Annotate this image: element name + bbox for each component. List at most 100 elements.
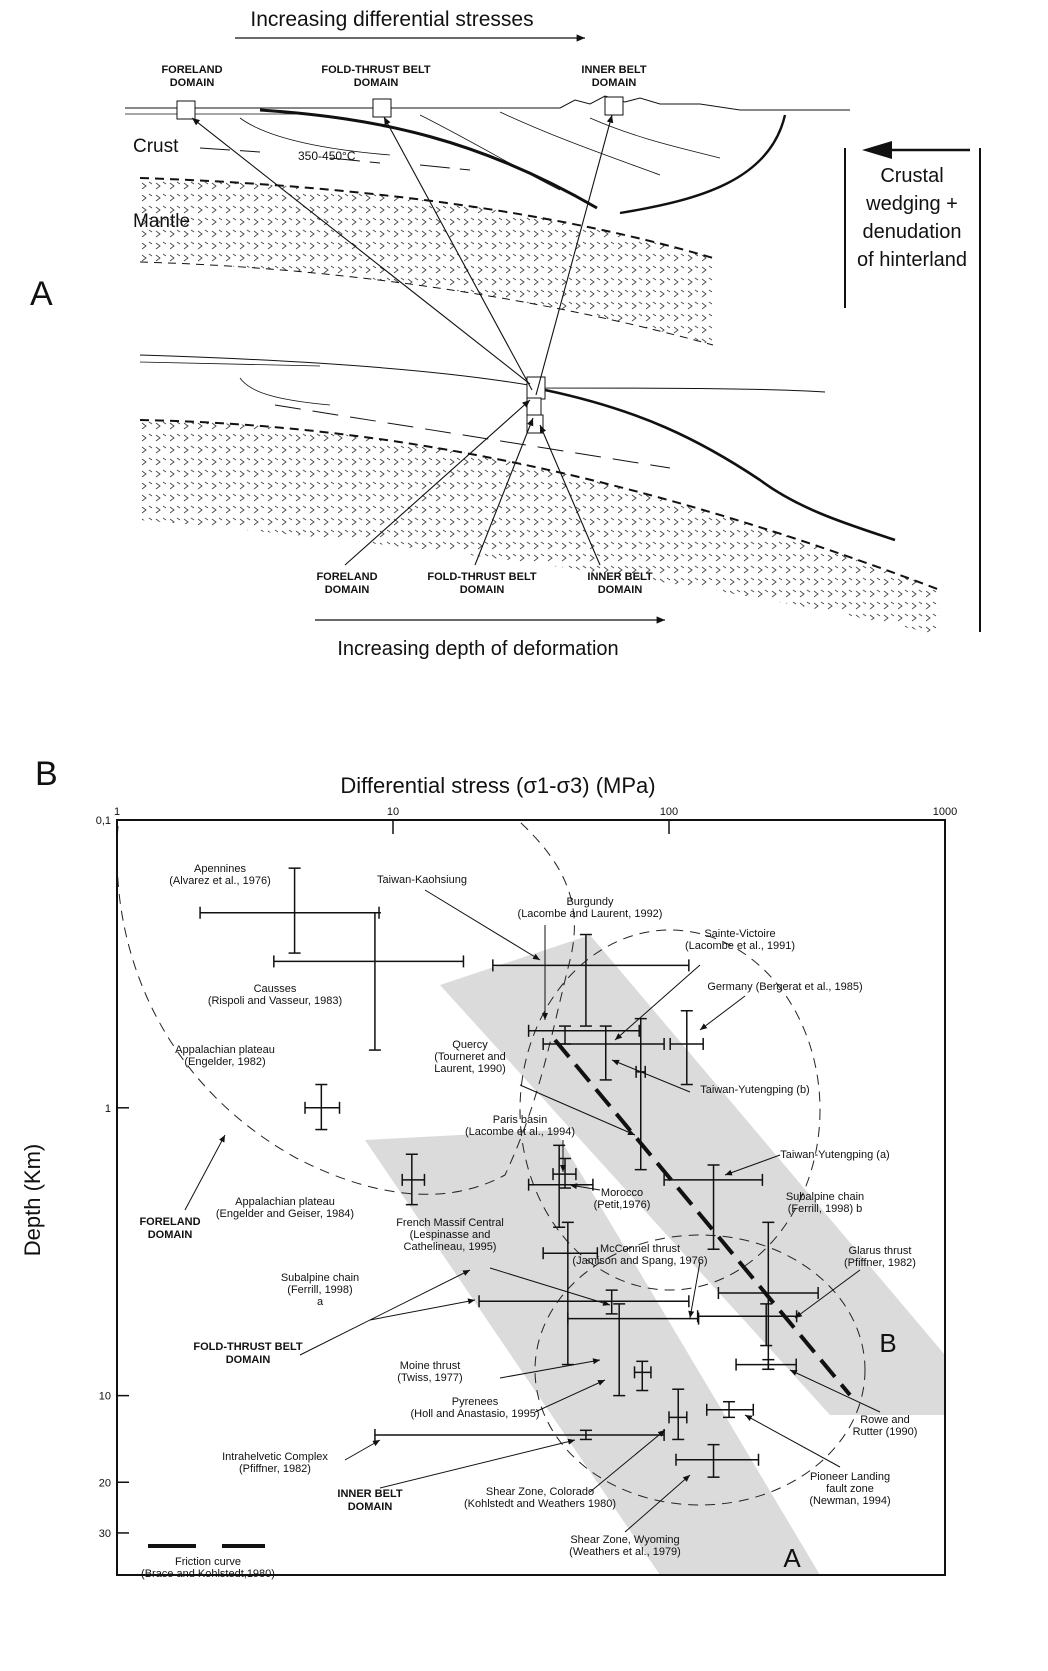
zone-label: A (783, 1543, 801, 1573)
error-cross (633, 1360, 652, 1392)
annotation: Appalachian plateau (175, 1044, 275, 1056)
connector-arrows (191, 114, 614, 566)
annotation: Moine thrust (400, 1360, 461, 1372)
trend-line (553, 1038, 852, 1397)
error-cross (634, 1017, 647, 1171)
annotation: (Weathers et al., 1979) (569, 1546, 681, 1558)
error-cross (668, 1388, 688, 1441)
domain-label: DOMAIN (592, 77, 637, 89)
error-cross (663, 1164, 764, 1250)
domain-label: DOMAIN (348, 1501, 393, 1513)
domain-label: FORELAND (161, 64, 222, 76)
annotation: Shear Zone, Wyoming (570, 1534, 679, 1546)
error-cross (567, 1303, 700, 1397)
panel-label: A (30, 275, 53, 313)
error-cross (542, 1221, 599, 1366)
annotation-arrows (184, 889, 881, 1533)
upper-section (125, 95, 850, 346)
x-tick-label: 100 (660, 806, 678, 818)
annotation: Quercy (452, 1039, 488, 1051)
annotation: Intrahelvetic Complex (222, 1451, 328, 1463)
error-cross (401, 1153, 426, 1206)
annotation: (Engelder, 1982) (184, 1056, 265, 1068)
error-cross (705, 1400, 755, 1419)
error-cross (273, 911, 465, 1051)
annotation: Rowe and (860, 1414, 910, 1426)
annotation: Appalachian plateau (235, 1196, 335, 1208)
temperature-label: 350-450°C (298, 149, 356, 163)
annotation: (Newman, 1994) (809, 1495, 890, 1507)
error-cross (304, 1083, 341, 1131)
domain-label: DOMAIN (325, 584, 370, 596)
annotation: Paris basin (493, 1114, 547, 1126)
annotation: (Rispoli and Vasseur, 1983) (208, 995, 342, 1007)
domain-label: DOMAIN (226, 1354, 271, 1366)
annotation: Germany (Bergerat et al., 1985) (707, 981, 862, 993)
panel-b: B Differential stress (σ1-σ3) (MPa) Dept… (20, 755, 957, 1580)
error-cross (717, 1221, 819, 1371)
domain-boundaries (116, 821, 866, 1506)
arrow-head (862, 141, 892, 159)
annotation: (Ferrill, 1998) b (788, 1203, 863, 1215)
bottom-domain-labels: FORELAND DOMAIN FOLD-THRUST BELT DOMAIN … (316, 571, 652, 596)
y-axis-title: Depth (Km) (20, 1144, 45, 1256)
annotation: (Pfiffner, 1982) (239, 1463, 311, 1475)
annotation: Burgundy (566, 896, 614, 908)
side-note-line: denudation (863, 221, 962, 243)
domain-label: INNER BELT (587, 571, 652, 583)
annotation: (Tourneret and (434, 1051, 506, 1063)
band (365, 1130, 820, 1575)
domain-label: DOMAIN (170, 77, 215, 89)
annotation: (Holl and Anastasio, 1995) (410, 1408, 539, 1420)
domain-label: FORELAND (316, 571, 377, 583)
y-tick-label: 10 (99, 1391, 111, 1403)
annotation: Subalpine chain (281, 1272, 359, 1284)
plot-frame (116, 819, 946, 1576)
annotation: Cathelineau, 1995) (404, 1241, 497, 1253)
bottom-arrow-label: Increasing depth of deformation (337, 638, 618, 660)
annotation: Glarus thrust (849, 1245, 912, 1257)
annotation: (Twiss, 1977) (397, 1372, 462, 1384)
error-cross (675, 1443, 760, 1478)
domain-label: FOLD-THRUST BELT (193, 1341, 302, 1353)
domain-label: FORELAND (139, 1216, 200, 1228)
error-cross (542, 1025, 665, 1081)
annotation: (Lacombe et al., 1994) (465, 1126, 575, 1138)
annotation: (Kohlstedt and Weathers 1980) (464, 1498, 616, 1510)
y-tick-label: 30 (99, 1528, 111, 1540)
top-domain-labels: FORELAND DOMAIN FOLD-THRUST BELT DOMAIN … (161, 64, 646, 89)
annotation: Pyrenees (452, 1396, 499, 1408)
annotation: (Lespinasse and (410, 1229, 491, 1241)
legend-text: Friction curve (175, 1556, 241, 1568)
annotation: (Lacombe and Laurent, 1992) (518, 908, 663, 920)
y-tick-label: 1 (105, 1103, 111, 1115)
error-cross (669, 1009, 704, 1086)
annotation: a (317, 1296, 324, 1308)
annotation: Laurent, 1990) (434, 1063, 506, 1075)
annotation: Morocco (601, 1187, 643, 1199)
error-cross (492, 933, 690, 1027)
error-cross (696, 1303, 798, 1347)
annotation: Causses (254, 983, 297, 995)
side-note-line: wedging + (865, 193, 958, 215)
domain-label: DOMAIN (460, 584, 505, 596)
domain-label: INNER BELT (337, 1488, 402, 1500)
domain-label: DOMAIN (354, 77, 399, 89)
annotation: Rutter (1990) (853, 1426, 918, 1438)
domain-label: FOLD-THRUST BELT (321, 64, 430, 76)
side-note-line: of hinterland (857, 249, 967, 271)
side-note: Crustal wedging + denudation of hinterla… (857, 165, 967, 271)
y-tick-label: 0,1 (96, 815, 111, 827)
y-tick-label: 20 (99, 1477, 111, 1489)
domain-label: INNER BELT (581, 64, 646, 76)
annotation: (Jamison and Spang, 1976) (572, 1255, 707, 1267)
annotation: Taiwan-Kaohsiung (377, 874, 467, 886)
annotation: Shear Zone, Colorado (486, 1486, 594, 1498)
x-axis-title: Differential stress (σ1-σ3) (MPa) (340, 773, 655, 798)
annotation: McConnel thrust (600, 1243, 680, 1255)
error-cross (478, 1289, 690, 1315)
zone-label: B (879, 1328, 896, 1358)
error-cross (552, 1157, 577, 1189)
